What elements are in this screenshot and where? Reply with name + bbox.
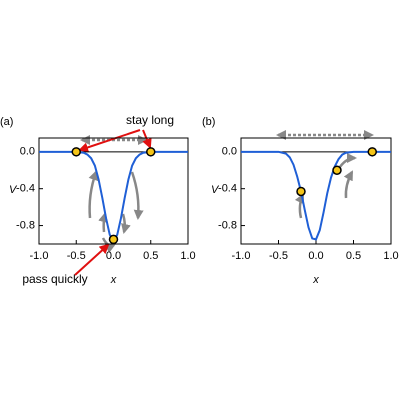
panel-label: (a): [0, 116, 13, 128]
plot-frame: [38, 137, 189, 245]
curve: [39, 150, 188, 244]
point: [146, 147, 156, 157]
panel-label: (b): [202, 116, 215, 128]
x-tick-label: 0.0: [308, 250, 323, 262]
point: [71, 147, 81, 157]
y-axis-label: V: [9, 184, 18, 196]
annotation: pass quickly: [22, 272, 87, 286]
x-tick-label: -0.5: [269, 250, 288, 262]
y-axis-label: V: [211, 184, 220, 196]
point: [367, 147, 377, 157]
point: [108, 234, 119, 245]
y-tick-label: -0.8: [16, 219, 35, 231]
x-axis-label: x: [110, 274, 117, 286]
x-tick-label: 0.0: [106, 250, 121, 262]
point: [332, 165, 342, 176]
x-tick-label: -1.0: [30, 250, 49, 262]
x-tick-label: -0.5: [67, 250, 86, 262]
x-tick-label: 0.5: [346, 250, 361, 262]
x-tick-label: 1.0: [383, 250, 398, 262]
curve: [241, 150, 391, 241]
point: [296, 186, 306, 197]
y-tick-label: 0.0: [222, 146, 237, 158]
y-tick-label: -0.4: [16, 183, 35, 195]
x-tick-label: 1.0: [180, 250, 195, 262]
x-tick-label: -1.0: [232, 250, 251, 262]
annotation: stay long: [126, 113, 174, 127]
y-tick-label: 0.0: [20, 146, 35, 158]
y-tick-label: -0.4: [218, 183, 237, 195]
x-tick-label: 0.5: [143, 250, 158, 262]
y-tick-label: -0.8: [218, 219, 237, 231]
x-axis-label: x: [312, 274, 319, 286]
